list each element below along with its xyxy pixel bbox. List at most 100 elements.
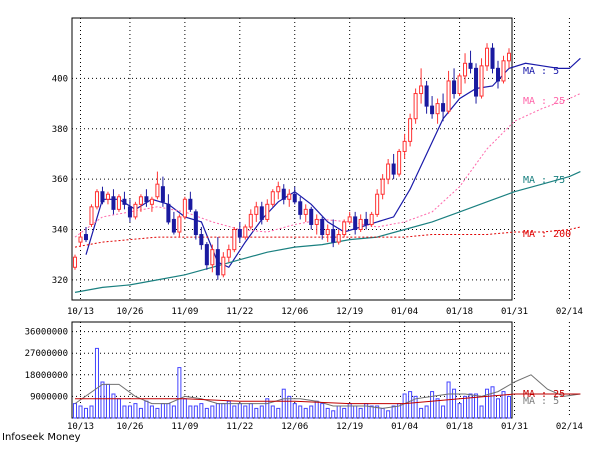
candle-body — [419, 85, 424, 95]
candle-body — [111, 196, 116, 210]
candle-body — [204, 244, 209, 266]
ma-75-line — [74, 171, 581, 293]
candle-body — [303, 208, 308, 215]
x-tick-label: 10/26 — [116, 422, 143, 432]
volume-bar — [72, 403, 78, 419]
y-tick-label: 380 — [52, 125, 68, 135]
volume-bar — [265, 398, 270, 419]
volume-bar — [342, 407, 347, 419]
volume-bar — [336, 405, 341, 419]
volume-bar — [331, 410, 336, 419]
candle-body — [210, 249, 215, 266]
x-tick-label: 10/13 — [67, 422, 94, 432]
y-tick-label: 400 — [52, 74, 68, 84]
candle-body — [391, 163, 396, 175]
candle-body — [292, 193, 297, 203]
ma-25-label: MA : 25 — [523, 96, 565, 107]
y-tick-label: 27000000 — [25, 349, 68, 359]
x-tick-label: 12/06 — [281, 307, 308, 317]
candle-body — [496, 67, 501, 82]
volume-bar — [138, 407, 143, 419]
candle-body — [122, 198, 127, 205]
price-grid — [71, 17, 570, 301]
volume-bar — [210, 405, 215, 419]
volume-bar — [441, 405, 446, 419]
volume-bar — [506, 395, 512, 419]
volume-bar — [490, 386, 495, 419]
candle-body — [457, 75, 462, 95]
candle-body — [468, 62, 473, 69]
volume-bar — [215, 403, 220, 419]
candle-body — [331, 229, 336, 243]
x-tick-label: 10/26 — [116, 307, 143, 317]
candle-body — [171, 218, 176, 233]
volume-bar — [358, 407, 363, 419]
candle-body — [237, 229, 242, 238]
volume-bar — [353, 405, 358, 419]
candle-body — [144, 196, 149, 203]
candle-body — [369, 213, 374, 225]
candle-body — [199, 234, 204, 246]
volume-bar — [463, 395, 468, 419]
x-tick-label: 01/04 — [391, 307, 418, 317]
candle-body — [232, 229, 237, 251]
candle-body — [325, 229, 330, 236]
candle-body — [281, 188, 286, 200]
volume-bar — [325, 407, 330, 419]
volume-ma-25-line — [75, 393, 581, 405]
candle-body — [485, 47, 490, 67]
volume-bar — [188, 405, 193, 419]
candle-body — [248, 213, 253, 228]
candle-body — [375, 193, 380, 215]
volume-bar — [435, 398, 440, 419]
volume-ma-5-line — [74, 374, 581, 409]
axis-labels: 10/13 10/13 10/26 10/26 11/09 11/09 11/22 11/22… — [25, 66, 583, 432]
volume-bar — [155, 407, 160, 419]
volume-bar — [408, 391, 413, 419]
candle-body — [474, 67, 479, 97]
volume-bar — [204, 407, 209, 419]
volume-frame — [71, 321, 513, 419]
volume-bar — [78, 405, 83, 419]
candle-body — [138, 196, 143, 205]
candle-body — [100, 191, 105, 203]
y-tick-label: 36000000 — [25, 328, 68, 338]
volume-bar — [369, 405, 374, 419]
candle-body — [182, 198, 187, 218]
volume-bar — [166, 403, 171, 419]
candle-body — [155, 183, 160, 198]
candle-body — [177, 216, 182, 233]
volume-bar — [309, 405, 314, 419]
volume-bar — [281, 388, 286, 419]
candlesticks — [72, 43, 512, 280]
volume-bar — [83, 407, 88, 419]
volume-bar — [402, 393, 407, 419]
candle-body — [353, 216, 358, 231]
candle-body — [336, 234, 341, 243]
volume-moving-averages — [74, 374, 581, 409]
volume-bar — [182, 398, 187, 419]
candle-body — [276, 186, 281, 193]
candle-body — [397, 150, 402, 175]
volume-bar — [232, 405, 237, 419]
volume-bar — [457, 403, 462, 419]
candle-body — [83, 234, 88, 241]
candle-body — [342, 221, 347, 236]
volume-bar — [221, 403, 226, 419]
candle-body — [270, 191, 275, 205]
ma-5-line — [85, 57, 581, 269]
y-tick-label: 340 — [52, 226, 68, 236]
x-tick-label: 12/06 — [281, 422, 308, 432]
candle-body — [441, 103, 446, 112]
volume-bar — [122, 405, 127, 419]
candle-body — [78, 236, 83, 243]
volume-bar — [160, 403, 165, 419]
x-tick-label: 10/13 — [67, 307, 94, 317]
ma-200-line — [74, 226, 581, 248]
x-tick-label: 12/19 — [336, 422, 363, 432]
candle-body — [127, 206, 132, 218]
volume-bar — [287, 395, 292, 419]
candle-body — [386, 163, 391, 180]
volume-bar — [177, 367, 182, 419]
